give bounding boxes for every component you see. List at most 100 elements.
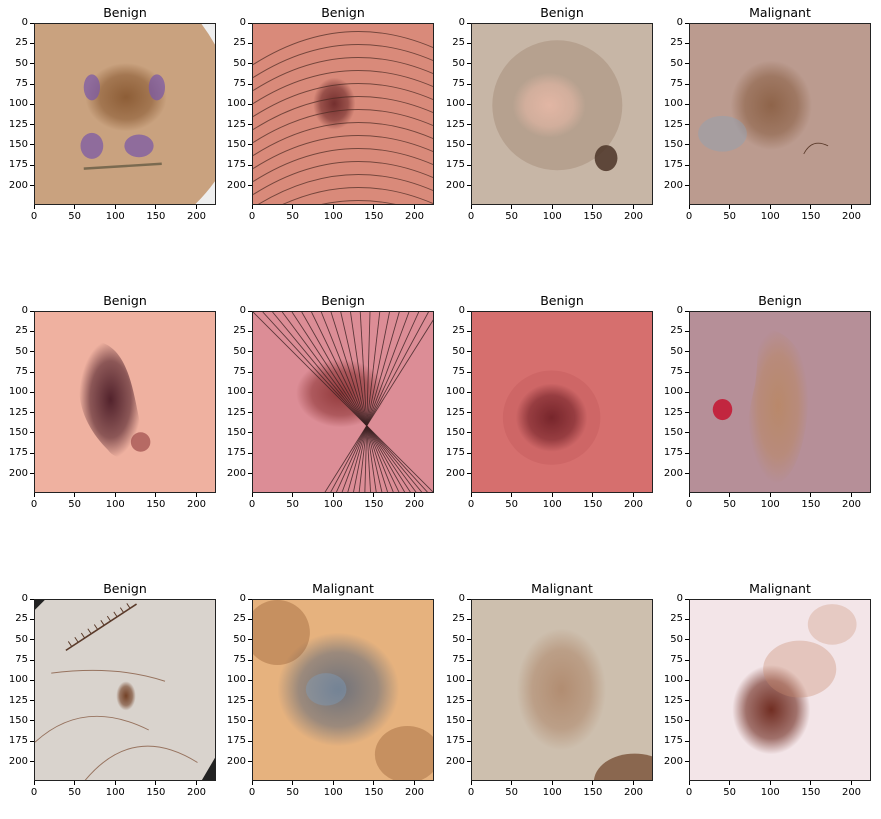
x-tick-mark (810, 493, 812, 497)
y-tick-label: 75 (670, 365, 683, 377)
x-tick-mark (33, 493, 35, 497)
x-tick-label: 200 (404, 211, 425, 222)
x-tick-label: 150 (364, 211, 384, 222)
y-tick-mark (30, 432, 34, 434)
dermoscopy-image (34, 23, 216, 205)
y-tick-mark (248, 22, 252, 24)
y-tick-label: 150 (445, 714, 465, 726)
x-tick-label: 100 (760, 211, 780, 222)
y-tick-mark (467, 310, 471, 312)
y-tick-mark (685, 83, 689, 85)
y-tick-label: 125 (226, 118, 246, 130)
x-tick-label: 50 (505, 499, 518, 510)
y-tick-label: 125 (8, 694, 28, 706)
x-tick-mark (251, 781, 253, 785)
x-tick-label: 100 (105, 211, 125, 222)
x-tick-mark (292, 781, 294, 785)
y-tick-mark (30, 124, 34, 125)
y-tick-label: 100 (8, 386, 28, 398)
lesion (85, 63, 167, 132)
y-tick-label: 100 (663, 98, 683, 110)
x-tick-mark (373, 205, 375, 209)
y-tick-mark (685, 330, 689, 332)
pigment-network (763, 640, 837, 698)
red-spot (712, 398, 733, 421)
x-tick-label: 0 (248, 211, 256, 222)
y-tick-mark (30, 164, 34, 166)
y-tick-label: 200 (8, 755, 28, 767)
dermoscopy-image (689, 311, 871, 493)
y-tick-mark (467, 659, 471, 661)
y-tick-label: 75 (452, 653, 465, 665)
x-tick-label: 0 (467, 499, 475, 510)
y-tick-mark (467, 103, 471, 105)
x-tick-label: 50 (723, 211, 736, 222)
y-tick-label: 175 (8, 735, 28, 747)
ruler-tick (106, 615, 111, 622)
y-tick-mark (248, 330, 252, 332)
y-tick-mark (467, 391, 471, 393)
y-tick-label: 175 (445, 159, 465, 171)
hair (272, 312, 423, 492)
y-tick-mark (248, 144, 252, 146)
x-tick-label: 100 (323, 787, 343, 798)
x-tick-mark (332, 205, 334, 209)
x-tick-label: 150 (146, 787, 166, 798)
ruler-tick (100, 620, 105, 626)
x-tick-mark (851, 493, 852, 497)
pigment-network (807, 604, 857, 645)
y-tick-mark (248, 103, 252, 105)
x-tick-mark (551, 205, 553, 209)
y-tick-label: 50 (670, 633, 683, 645)
y-tick-mark (467, 432, 471, 434)
panel-title: Benign (540, 5, 584, 20)
x-tick-label: 50 (68, 499, 81, 510)
x-tick-label: 0 (685, 787, 693, 798)
hair (301, 312, 406, 492)
y-tick-label: 75 (233, 653, 246, 665)
x-tick-mark (769, 205, 771, 209)
hair (358, 312, 381, 492)
x-tick-mark (470, 205, 472, 209)
x-tick-label: 0 (30, 499, 38, 510)
y-tick-label: 100 (8, 98, 28, 110)
hair (253, 160, 433, 196)
image-panel: Benign 0 25 50 75 100 125 150 175 200 0 50 100 150 200 (664, 294, 881, 531)
ruler-tick (80, 632, 85, 639)
x-tick-label: 200 (404, 499, 425, 510)
y-tick-label: 175 (663, 735, 683, 747)
y-tick-mark (467, 679, 471, 681)
y-tick-mark (30, 310, 34, 312)
y-tick-label: 75 (15, 365, 28, 377)
ruler-tick (113, 611, 118, 618)
pigment-patch (374, 725, 433, 780)
x-tick-mark (511, 781, 513, 785)
dermoscopy-image (34, 599, 216, 781)
blue-veil (305, 673, 347, 706)
x-tick-label: 150 (364, 499, 384, 510)
dermoscopy-image (252, 311, 434, 493)
y-tick-label: 175 (8, 159, 28, 171)
x-tick-label: 100 (542, 787, 562, 798)
x-tick-label: 200 (186, 211, 207, 222)
hair (258, 173, 433, 204)
x-tick-mark (688, 781, 690, 785)
y-tick-mark (30, 144, 34, 146)
x-tick-mark (810, 205, 812, 209)
hair (282, 186, 433, 204)
panel-title: Benign (321, 5, 365, 20)
hair (340, 312, 383, 492)
x-tick-label: 150 (146, 211, 166, 222)
x-tick-mark (332, 781, 334, 785)
y-tick-mark (685, 473, 689, 474)
x-tick-mark (196, 781, 197, 785)
hair (253, 147, 433, 183)
y-tick-mark (685, 740, 689, 742)
y-tick-label: 175 (226, 159, 246, 171)
x-tick-label: 200 (841, 499, 862, 510)
image-panel: Malignant 0 25 50 75 100 125 150 175 200 0 50 100 150… (227, 582, 472, 819)
x-tick-label: 50 (723, 787, 736, 798)
x-tick-label: 50 (286, 499, 299, 510)
y-tick-label: 0 (676, 593, 683, 604)
y-tick-label: 50 (15, 345, 28, 357)
